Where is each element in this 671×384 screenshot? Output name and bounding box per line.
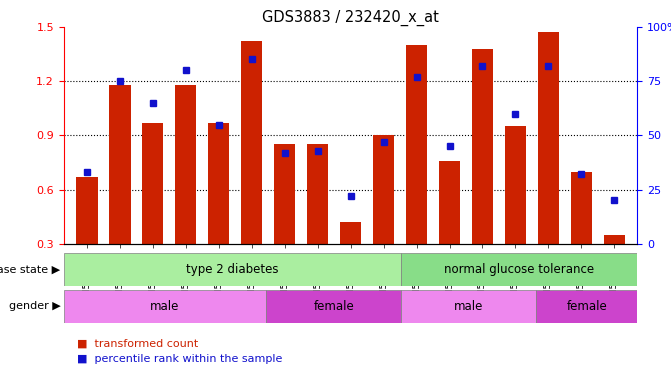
- Bar: [604, 235, 625, 298]
- Bar: [266, 290, 401, 323]
- Bar: [109, 85, 131, 298]
- Bar: [439, 161, 460, 298]
- Text: ■  transformed count: ■ transformed count: [77, 339, 199, 349]
- Bar: [241, 41, 262, 298]
- Bar: [175, 85, 197, 298]
- Bar: [76, 177, 97, 298]
- Bar: [536, 290, 637, 323]
- Bar: [406, 45, 427, 298]
- Text: gender ▶: gender ▶: [9, 301, 60, 311]
- Text: normal glucose tolerance: normal glucose tolerance: [444, 263, 595, 276]
- Title: GDS3883 / 232420_x_at: GDS3883 / 232420_x_at: [262, 9, 439, 25]
- Text: female: female: [313, 300, 354, 313]
- Bar: [401, 290, 536, 323]
- Bar: [537, 32, 559, 298]
- Text: type 2 diabetes: type 2 diabetes: [187, 263, 278, 276]
- Bar: [505, 126, 526, 298]
- Bar: [274, 144, 295, 298]
- Bar: [340, 222, 361, 298]
- Text: disease state ▶: disease state ▶: [0, 265, 60, 275]
- Bar: [472, 49, 493, 298]
- Bar: [373, 136, 395, 298]
- Text: male: male: [150, 300, 180, 313]
- Text: female: female: [566, 300, 607, 313]
- Bar: [307, 144, 328, 298]
- Bar: [64, 253, 401, 286]
- Bar: [208, 123, 229, 298]
- Bar: [64, 290, 266, 323]
- Bar: [570, 172, 592, 298]
- Text: ■  percentile rank within the sample: ■ percentile rank within the sample: [77, 354, 282, 364]
- Text: male: male: [454, 300, 483, 313]
- Bar: [142, 123, 164, 298]
- Bar: [401, 253, 637, 286]
